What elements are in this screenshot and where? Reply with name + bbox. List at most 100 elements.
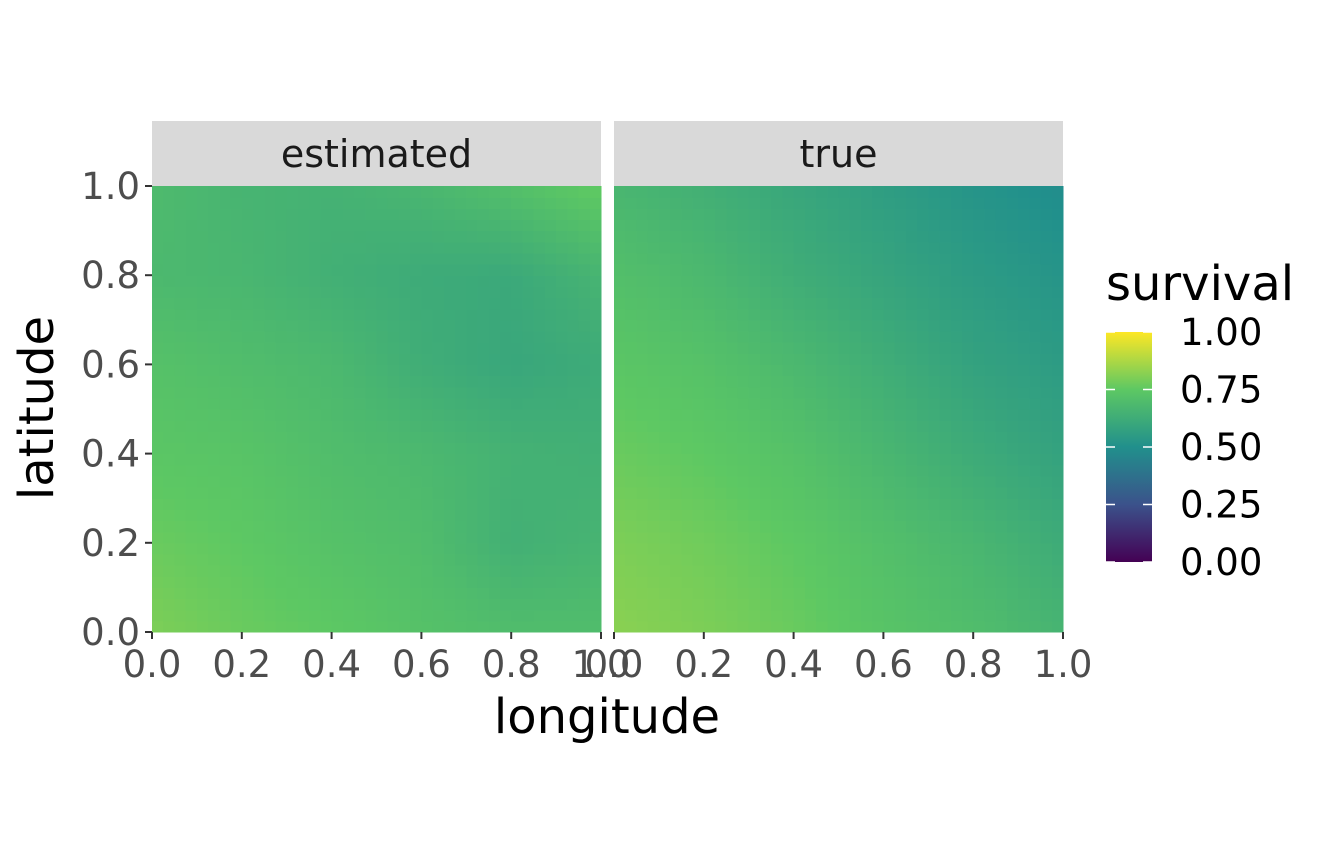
heatmap-cell xyxy=(984,520,997,533)
heatmap-cell xyxy=(658,609,671,622)
heatmap-cell xyxy=(365,230,378,243)
heatmap-cell xyxy=(196,297,209,310)
heatmap-cell xyxy=(928,598,941,611)
heatmap-cell xyxy=(230,509,243,522)
heatmap-cell xyxy=(219,442,232,455)
heatmap-cell xyxy=(748,487,761,499)
heatmap-cell xyxy=(331,330,344,343)
heatmap-cell xyxy=(1040,308,1053,321)
heatmap-cell xyxy=(253,498,265,510)
heatmap-cell xyxy=(533,420,546,432)
heatmap-cell xyxy=(670,241,682,254)
heatmap-cell xyxy=(488,431,501,444)
heatmap-cell xyxy=(443,542,456,555)
heatmap-cell xyxy=(995,252,1008,265)
heatmap-cell xyxy=(589,587,602,600)
heatmap-cell xyxy=(488,464,501,477)
heatmap-cell xyxy=(658,219,671,232)
heatmap-cell xyxy=(625,330,638,343)
heatmap-cell xyxy=(849,275,862,287)
heatmap-cell xyxy=(163,386,176,399)
heatmap-cell xyxy=(726,186,739,198)
heatmap-cell xyxy=(230,219,243,232)
heatmap-cell xyxy=(737,319,750,332)
heatmap-cell xyxy=(264,598,277,611)
heatmap-cell xyxy=(443,498,456,510)
heatmap-cell xyxy=(950,576,963,588)
heatmap-cell xyxy=(342,286,355,299)
heatmap-cell xyxy=(219,375,232,388)
heatmap-cell xyxy=(331,409,344,421)
heatmap-cell xyxy=(556,364,568,377)
heatmap-cell xyxy=(715,531,727,544)
heatmap-cell xyxy=(163,241,176,254)
heatmap-cell xyxy=(499,475,512,488)
heatmap-cell xyxy=(185,431,198,444)
heatmap-cell xyxy=(241,509,254,522)
heatmap-cell xyxy=(894,186,907,198)
heatmap-cell xyxy=(499,353,512,365)
heatmap-cell xyxy=(567,609,580,622)
heatmap-cell xyxy=(578,286,591,299)
heatmap-cell xyxy=(670,208,682,221)
heatmap-cell xyxy=(297,397,310,410)
heatmap-cell xyxy=(286,520,299,533)
heatmap-cell xyxy=(241,531,254,544)
heatmap-cell xyxy=(1051,409,1064,421)
heatmap-cell xyxy=(658,230,671,243)
heatmap-cell xyxy=(342,208,355,221)
heatmap-cell xyxy=(816,565,828,577)
heatmap-cell xyxy=(1006,186,1019,198)
heatmap-cell xyxy=(398,208,411,221)
heatmap-cell xyxy=(511,208,524,221)
heatmap-cell xyxy=(647,241,660,254)
heatmap-cell xyxy=(208,487,220,499)
heatmap-cell xyxy=(1018,230,1030,243)
heatmap-cell xyxy=(522,286,535,299)
heatmap-cell xyxy=(253,431,265,444)
facet-strip-1 xyxy=(614,121,1063,186)
heatmap-cell xyxy=(849,420,862,432)
heatmap-cell xyxy=(816,252,828,265)
heatmap-cell xyxy=(499,576,512,588)
heatmap-cell xyxy=(827,576,840,588)
heatmap-cell xyxy=(636,264,649,276)
heatmap-cell xyxy=(443,208,456,221)
heatmap-cell xyxy=(432,342,445,354)
heatmap-cell xyxy=(614,230,626,243)
heatmap-cell xyxy=(253,330,265,343)
heatmap-cell xyxy=(567,308,580,321)
heatmap-cell xyxy=(860,609,873,622)
heatmap-cell xyxy=(670,264,682,276)
heatmap-cell xyxy=(152,252,164,265)
heatmap-cell xyxy=(196,442,209,455)
heatmap-cell xyxy=(737,609,750,622)
heatmap-cell xyxy=(331,186,344,198)
heatmap-cell xyxy=(556,264,568,276)
heatmap-cell xyxy=(421,509,434,522)
heatmap-cell xyxy=(950,264,963,276)
heatmap-cell xyxy=(917,409,929,421)
heatmap-cell xyxy=(950,587,963,600)
heatmap-cell xyxy=(499,598,512,611)
heatmap-cell xyxy=(275,219,288,232)
heatmap-cell xyxy=(230,553,243,566)
heatmap-cell xyxy=(219,353,232,365)
heatmap-cell xyxy=(511,275,524,287)
heatmap-cell xyxy=(816,542,828,555)
heatmap-cell xyxy=(443,531,456,544)
heatmap-cell xyxy=(376,609,389,622)
heatmap-cell xyxy=(658,197,671,209)
heatmap-cell xyxy=(264,386,277,399)
heatmap-cell xyxy=(759,576,772,588)
heatmap-cell xyxy=(703,230,716,243)
heatmap-cell xyxy=(309,509,321,522)
heatmap-cell xyxy=(286,230,299,243)
heatmap-cell xyxy=(174,230,187,243)
heatmap-cell xyxy=(421,409,434,421)
heatmap-cell xyxy=(286,464,299,477)
heatmap-cell xyxy=(939,609,952,622)
heatmap-cell xyxy=(1051,386,1064,399)
heatmap-cell xyxy=(737,542,750,555)
heatmap-cell xyxy=(152,609,164,622)
